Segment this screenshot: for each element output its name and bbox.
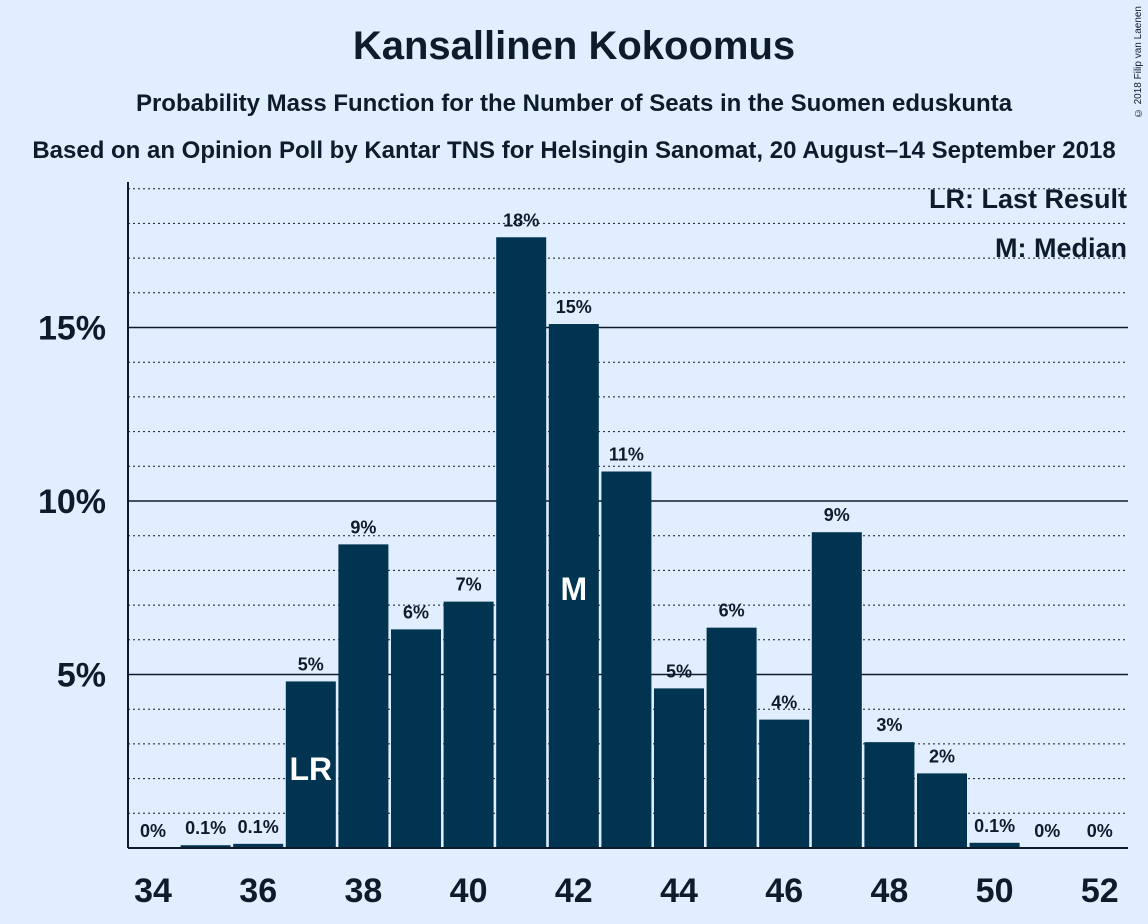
bar-42 [548, 324, 599, 848]
data-label-47: 9% [824, 505, 850, 525]
data-label-51: 0% [1034, 821, 1060, 841]
x-tick-label: 50 [976, 872, 1014, 910]
last-result-marker: LR [289, 751, 332, 787]
data-label-35: 0.1% [185, 818, 226, 838]
data-label-52: 0% [1087, 821, 1113, 841]
data-label-41: 18% [503, 210, 539, 230]
bar-43 [601, 471, 652, 848]
legend-last-result: LR: Last Result [929, 184, 1127, 214]
x-tick-label: 48 [870, 872, 908, 910]
data-label-38: 9% [350, 517, 376, 537]
data-label-49: 2% [929, 746, 955, 766]
bar-41 [496, 237, 547, 848]
bar-39 [391, 629, 441, 848]
bar-46 [759, 719, 810, 848]
chart-subtitle: Probability Mass Function for the Number… [135, 90, 1013, 117]
bar-37 [285, 681, 336, 848]
bar-40 [443, 601, 494, 848]
chart-title: Kansallinen Kokoomus [352, 24, 796, 68]
data-label-48: 3% [876, 715, 902, 735]
data-label-46: 4% [771, 693, 797, 713]
data-label-34: 0% [140, 821, 166, 841]
data-label-36: 0.1% [238, 817, 279, 837]
x-tick-label: 44 [660, 872, 698, 910]
data-label-45: 6% [719, 601, 745, 621]
data-label-40: 7% [456, 575, 482, 595]
y-tick-label: 5% [57, 657, 106, 695]
data-label-44: 5% [666, 661, 692, 681]
bar-36 [233, 843, 284, 848]
data-label-50: 0.1% [974, 816, 1015, 836]
x-tick-label: 42 [555, 872, 593, 910]
x-tick-label: 36 [239, 872, 277, 910]
x-tick-label: 52 [1081, 872, 1119, 910]
x-tick-label: 46 [765, 872, 803, 910]
median-marker: M [560, 571, 587, 607]
bar-47 [811, 532, 862, 848]
data-label-39: 6% [403, 602, 429, 622]
data-label-37: 5% [298, 654, 324, 674]
bar-49 [917, 773, 967, 848]
bar-35 [180, 845, 231, 848]
bar-48 [864, 742, 915, 848]
x-tick-label: 38 [344, 872, 382, 910]
x-tick-label: 40 [450, 872, 488, 910]
data-label-42: 15% [556, 297, 592, 317]
data-label-43: 11% [609, 445, 644, 465]
y-tick-label: 15% [38, 310, 106, 348]
chart-source-subtitle: Based on an Opinion Poll by Kantar TNS f… [32, 137, 1116, 164]
legend-median: M: Median [995, 233, 1127, 263]
y-tick-label: 10% [38, 483, 106, 521]
x-tick-label: 34 [134, 872, 172, 910]
bar-45 [706, 627, 757, 848]
bar-44 [654, 688, 704, 848]
bar-38 [338, 544, 389, 848]
bar-50 [969, 842, 1020, 848]
